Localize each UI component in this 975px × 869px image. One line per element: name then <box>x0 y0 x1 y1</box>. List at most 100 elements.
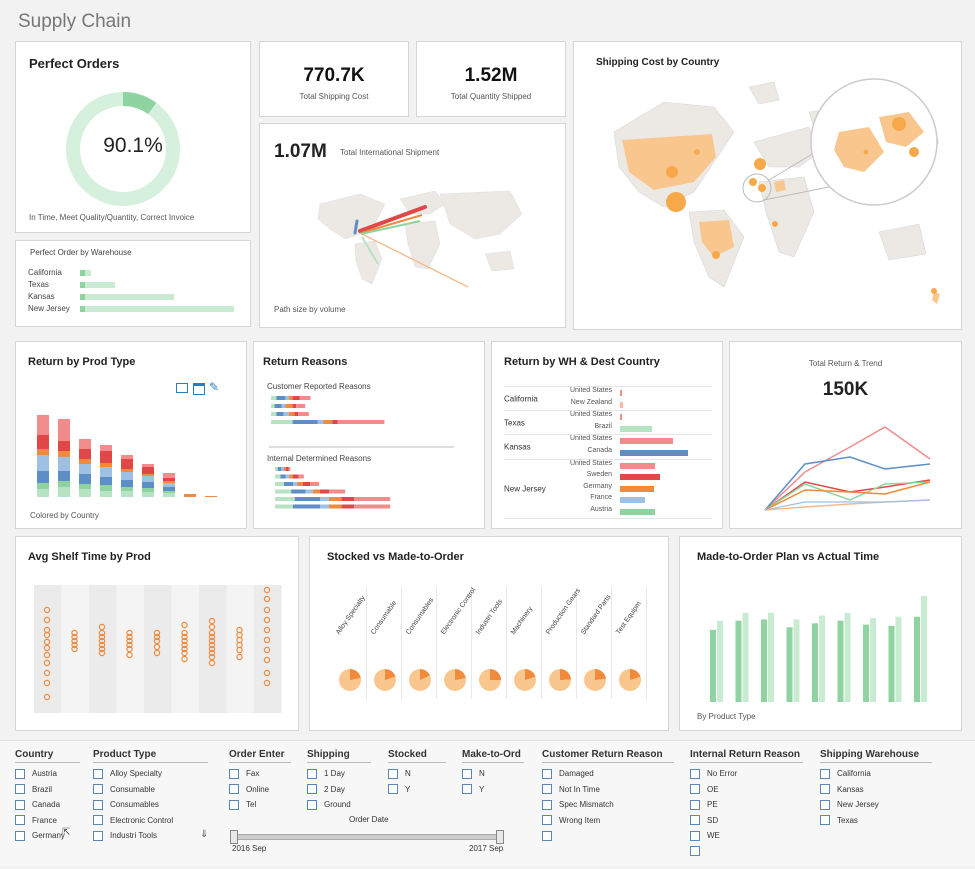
filter-option[interactable]: Kansas <box>820 782 932 798</box>
checkbox[interactable] <box>93 784 103 795</box>
checkbox[interactable] <box>307 799 317 810</box>
wh-dest-bar[interactable] <box>620 401 623 408</box>
stocked-panel[interactable]: Stocked vs Made-to-Order Alloy Specialty… <box>309 536 669 731</box>
checkbox[interactable] <box>690 815 700 826</box>
checkbox[interactable] <box>542 799 552 810</box>
filter-option[interactable]: Wrong Item <box>542 813 674 829</box>
checkbox[interactable] <box>690 768 700 779</box>
checkbox[interactable] <box>820 815 830 826</box>
filter-option[interactable]: WE <box>690 828 803 844</box>
checkbox[interactable] <box>15 830 25 841</box>
warehouse-bar-row[interactable]: Texas <box>28 279 243 291</box>
filter-option[interactable]: Germany <box>15 828 80 844</box>
filter-option[interactable]: Not In Time <box>542 782 674 798</box>
international-shipment-panel[interactable]: 1.07M Total International Shipment Path … <box>259 123 566 328</box>
filter-option[interactable]: SD <box>690 813 803 829</box>
filter-option[interactable]: Consumables <box>93 797 208 813</box>
stocked-pie[interactable] <box>514 669 536 691</box>
made-to-order-panel[interactable]: Made-to-Order Plan vs Actual Time By Pro… <box>679 536 962 731</box>
order-date-slider[interactable] <box>230 830 504 844</box>
return-prod-type-panel[interactable]: Return by Prod Type ✎ Colored by Country <box>15 341 247 529</box>
warehouse-bar-row[interactable]: California <box>28 267 243 279</box>
wh-dest-bar[interactable] <box>620 508 655 515</box>
warehouse-bar-row[interactable]: Kansas <box>28 291 243 303</box>
filter-option[interactable]: France <box>15 813 80 829</box>
checkbox[interactable] <box>820 768 830 779</box>
filter-option[interactable]: OE <box>690 782 803 798</box>
stocked-pie[interactable] <box>619 669 641 691</box>
filter-option[interactable]: Y <box>462 782 524 798</box>
checkbox[interactable] <box>15 768 25 779</box>
checkbox[interactable] <box>690 830 700 841</box>
total-return-panel[interactable]: Total Return & Trend 150K <box>729 341 962 529</box>
filter-option[interactable]: Tel <box>229 797 291 813</box>
return-wh-dest-panel[interactable]: Return by WH & Dest Country California Un… <box>491 341 723 529</box>
checkbox[interactable] <box>542 768 552 779</box>
stocked-pie[interactable] <box>409 669 431 691</box>
wh-dest-bar[interactable] <box>620 497 645 504</box>
edit-icon[interactable]: ✎ <box>209 380 220 394</box>
checkbox[interactable] <box>542 815 552 826</box>
stocked-pie[interactable] <box>374 669 396 691</box>
checkbox[interactable] <box>690 846 700 857</box>
filter-option[interactable]: Consumable <box>93 782 208 798</box>
stocked-pie[interactable] <box>479 669 501 691</box>
filter-option[interactable]: Brazil <box>15 782 80 798</box>
order-date-start-handle[interactable] <box>230 830 238 844</box>
perfect-orders-panel[interactable]: Perfect Orders 90.1% In Time, Meet Quali… <box>15 41 251 233</box>
wh-dest-bar[interactable] <box>620 414 622 421</box>
filter-option[interactable]: Industri Tools <box>93 828 208 844</box>
filter-option[interactable]: Alloy Specialty <box>93 766 208 782</box>
checkbox[interactable] <box>690 799 700 810</box>
checkbox[interactable] <box>93 815 103 826</box>
filter-option[interactable]: Texas <box>820 813 932 829</box>
return-reasons-panel[interactable]: Return Reasons Customer Reported Reasons… <box>253 341 485 529</box>
checkbox[interactable] <box>820 799 830 810</box>
stocked-pie[interactable] <box>444 669 466 691</box>
checkbox[interactable] <box>93 799 103 810</box>
checkbox[interactable] <box>542 830 552 841</box>
checkbox[interactable] <box>229 799 239 810</box>
avg-shelf-panel[interactable]: Avg Shelf Time by Prod <box>15 536 299 731</box>
checkbox[interactable] <box>229 768 239 779</box>
filter-option[interactable] <box>690 844 803 860</box>
checkbox[interactable] <box>462 768 472 779</box>
filter-option[interactable]: Spec Mismatch <box>542 797 674 813</box>
checkbox[interactable] <box>93 768 103 779</box>
filter-option[interactable]: 1 Day <box>307 766 371 782</box>
wh-dest-bar[interactable] <box>620 425 652 432</box>
window-icon[interactable] <box>193 383 205 395</box>
filter-option[interactable]: N <box>462 766 524 782</box>
filter-option[interactable]: Y <box>388 782 446 798</box>
warehouse-bar-row[interactable]: New Jersey <box>28 303 243 315</box>
export-icon[interactable] <box>176 383 188 393</box>
filter-option[interactable]: Canada <box>15 797 80 813</box>
filter-option[interactable]: Electronic Control <box>93 813 208 829</box>
shipping-cost-kpi[interactable]: 770.7K Total Shipping Cost <box>259 41 409 117</box>
wh-dest-bar[interactable] <box>620 390 622 396</box>
filter-option[interactable]: Ground <box>307 797 371 813</box>
filter-option[interactable]: New Jersey <box>820 797 932 813</box>
checkbox[interactable] <box>462 784 472 795</box>
filter-option[interactable]: No Error <box>690 766 803 782</box>
wh-dest-bar[interactable] <box>620 438 673 445</box>
shipping-cost-country-panel[interactable]: Shipping Cost by Country <box>573 41 962 330</box>
checkbox[interactable] <box>15 799 25 810</box>
filter-option[interactable]: Damaged <box>542 766 674 782</box>
stocked-pie[interactable] <box>584 669 606 691</box>
checkbox[interactable] <box>307 768 317 779</box>
checkbox[interactable] <box>388 768 398 779</box>
scroll-down-icon[interactable]: ⇓ <box>200 829 209 840</box>
checkbox[interactable] <box>820 784 830 795</box>
checkbox[interactable] <box>307 784 317 795</box>
wh-dest-bar[interactable] <box>620 485 654 492</box>
order-date-end-handle[interactable] <box>496 830 504 844</box>
quantity-shipped-kpi[interactable]: 1.52M Total Quantity Shipped <box>416 41 566 117</box>
checkbox[interactable] <box>15 815 25 826</box>
checkbox[interactable] <box>229 784 239 795</box>
checkbox[interactable] <box>93 830 103 841</box>
stocked-pie[interactable] <box>549 669 571 691</box>
filter-option[interactable]: PE <box>690 797 803 813</box>
checkbox[interactable] <box>15 784 25 795</box>
filter-option[interactable] <box>542 828 674 844</box>
